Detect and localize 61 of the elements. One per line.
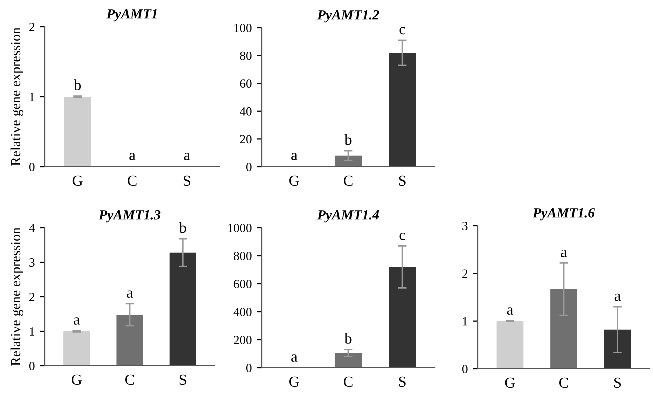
- chart-title: PyAMT1.2: [317, 10, 380, 23]
- annotation: a: [127, 290, 134, 298]
- x-tick-label: S: [180, 374, 186, 386]
- annotation: a: [184, 153, 190, 160]
- y-tick-label: 1000: [228, 224, 252, 232]
- y-tick-label: 1: [30, 328, 35, 336]
- x-tick-label: S: [184, 176, 190, 186]
- y-tick-label: 0: [462, 365, 468, 374]
- x-tick-label: S: [399, 176, 406, 186]
- y-tick-label: 20: [240, 135, 252, 144]
- annotation: a: [74, 318, 80, 325]
- y-tick-label: 1: [30, 93, 35, 102]
- annotation: b: [74, 80, 82, 90]
- y-axis-title: Relative gene expression: [10, 228, 24, 366]
- y-tick-label: 800: [234, 252, 252, 260]
- x-tick-label: C: [128, 176, 137, 186]
- y-tick-label: 200: [234, 336, 252, 344]
- y-tick-label: 80: [240, 52, 252, 60]
- y-tick-label: 2: [30, 23, 35, 32]
- y-tick-label: 600: [234, 280, 252, 288]
- x-tick-label: G: [505, 378, 516, 388]
- chart-title: PyAMT1.6: [532, 208, 596, 221]
- y-tick-label: 0: [246, 163, 252, 172]
- x-tick-label: G: [72, 176, 83, 186]
- y-tick-label: 2: [30, 293, 35, 302]
- y-tick-label: 100: [234, 24, 252, 32]
- y-tick-label: 0: [246, 364, 252, 372]
- y-tick-label: 400: [234, 308, 252, 316]
- y-tick-label: 0: [30, 163, 35, 172]
- y-tick-label: 4: [29, 224, 36, 232]
- annotation: a: [561, 250, 568, 258]
- x-tick-label: C: [344, 376, 353, 388]
- x-tick-label: S: [614, 378, 622, 388]
- x-tick-label: C: [344, 176, 353, 186]
- y-tick-label: 3: [30, 258, 35, 267]
- y-tick-label: 3: [462, 222, 468, 230]
- annotation: b: [344, 134, 352, 146]
- y-tick-label: 0: [30, 362, 35, 370]
- annotation: c: [400, 27, 406, 35]
- annotation: b: [179, 222, 186, 234]
- y-tick-label: 1: [463, 317, 468, 326]
- annotation: c: [400, 232, 406, 240]
- x-tick-label: G: [290, 376, 300, 388]
- annotation: a: [614, 294, 621, 302]
- annotation: a: [292, 153, 298, 160]
- y-tick-label: 60: [240, 80, 252, 88]
- chart-title: PyAMT1.4: [317, 210, 380, 223]
- annotation: a: [292, 354, 298, 362]
- y-tick-label: 40: [240, 107, 252, 116]
- x-tick-label: S: [399, 376, 406, 388]
- x-tick-label: C: [126, 374, 134, 386]
- annotation: b: [344, 333, 352, 344]
- y-axis-title: Relative gene expression: [10, 28, 24, 166]
- annotation: a: [130, 153, 136, 160]
- chart-title: PyAMT1: [106, 10, 157, 22]
- annotation: a: [507, 308, 514, 315]
- chart-title: PyAMT1.3: [98, 210, 161, 223]
- y-tick-label: 2: [462, 270, 468, 278]
- x-tick-label: C: [560, 378, 568, 388]
- x-tick-label: G: [72, 374, 82, 386]
- x-tick-label: G: [290, 176, 300, 186]
